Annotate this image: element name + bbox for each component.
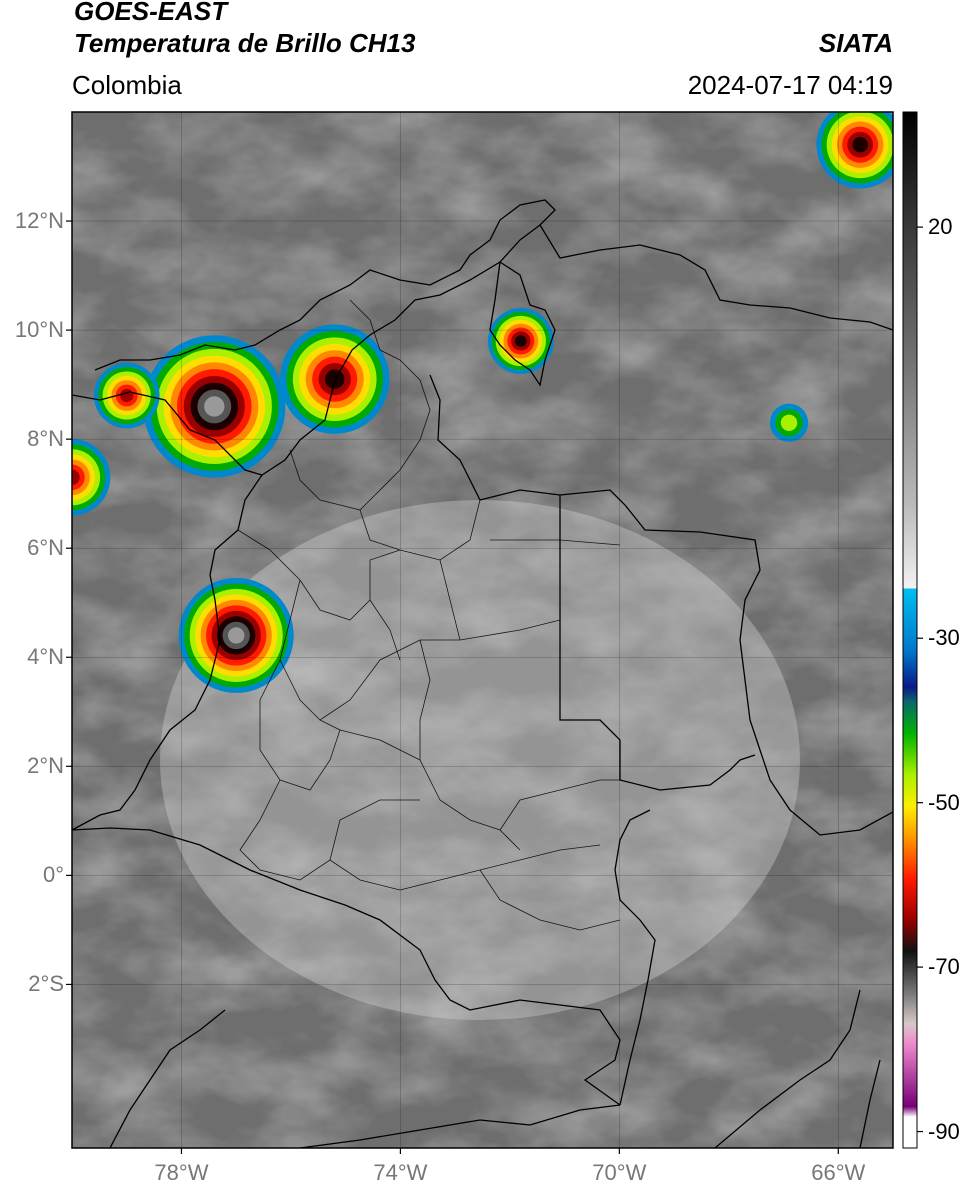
lat-tick-label: 0° bbox=[42, 862, 64, 888]
colorbar-tick-label: -30 bbox=[928, 625, 960, 651]
storm-cell bbox=[143, 335, 286, 478]
lat-tick-label: 4°N bbox=[27, 644, 64, 670]
satellite-title: GOES-EAST bbox=[74, 0, 228, 26]
gridlines bbox=[72, 112, 893, 1148]
latitude-ticks bbox=[66, 220, 72, 986]
lat-tick-label: 8°N bbox=[27, 426, 64, 452]
storm-contour bbox=[852, 136, 868, 153]
lat-tick-label: 2°N bbox=[27, 753, 64, 779]
lon-tick-label: 66°W bbox=[811, 1160, 866, 1185]
lon-tick-label: 74°W bbox=[373, 1160, 428, 1185]
country-borders bbox=[72, 199, 893, 1148]
lon-tick-label: 78°W bbox=[154, 1160, 209, 1185]
colorbar-tick-label: -70 bbox=[928, 954, 960, 980]
map-frame bbox=[71, 111, 894, 1149]
storm-contour bbox=[515, 335, 527, 347]
colorbar-ticks bbox=[917, 226, 923, 1133]
storm-cell bbox=[178, 577, 294, 693]
colorbar-tick-label: 20 bbox=[928, 214, 953, 240]
storm-contour bbox=[72, 469, 80, 485]
datetime-label: 2024-07-17 04:19 bbox=[687, 70, 893, 100]
land-brightness bbox=[160, 500, 800, 1020]
storm-contour bbox=[120, 388, 134, 403]
colorbar bbox=[902, 111, 918, 1149]
storm-contour bbox=[227, 627, 245, 644]
colorbar-tick-label: -90 bbox=[928, 1118, 960, 1144]
product-title: Temperatura de Brillo CH13 bbox=[74, 28, 416, 58]
storm-contour bbox=[204, 396, 225, 417]
lat-tick-label: 6°N bbox=[27, 535, 64, 561]
agency-label: SIATA bbox=[818, 28, 893, 58]
department-borders bbox=[237, 299, 621, 931]
lat-tick-label: 12°N bbox=[14, 208, 64, 234]
storm-cell bbox=[93, 362, 160, 429]
storm-cell bbox=[816, 112, 893, 189]
lat-tick-label: 10°N bbox=[14, 317, 64, 343]
storm-cell bbox=[72, 439, 111, 516]
storm-cell bbox=[769, 403, 809, 442]
storm-contour bbox=[780, 414, 798, 432]
colorbar-tick-label: -50 bbox=[928, 789, 960, 815]
storm-cell bbox=[487, 308, 554, 374]
region-label: Colombia bbox=[72, 70, 182, 100]
lon-tick-label: 70°W bbox=[592, 1160, 647, 1185]
lat-tick-label: 2°S bbox=[28, 971, 64, 997]
longitude-ticks bbox=[180, 1148, 839, 1154]
